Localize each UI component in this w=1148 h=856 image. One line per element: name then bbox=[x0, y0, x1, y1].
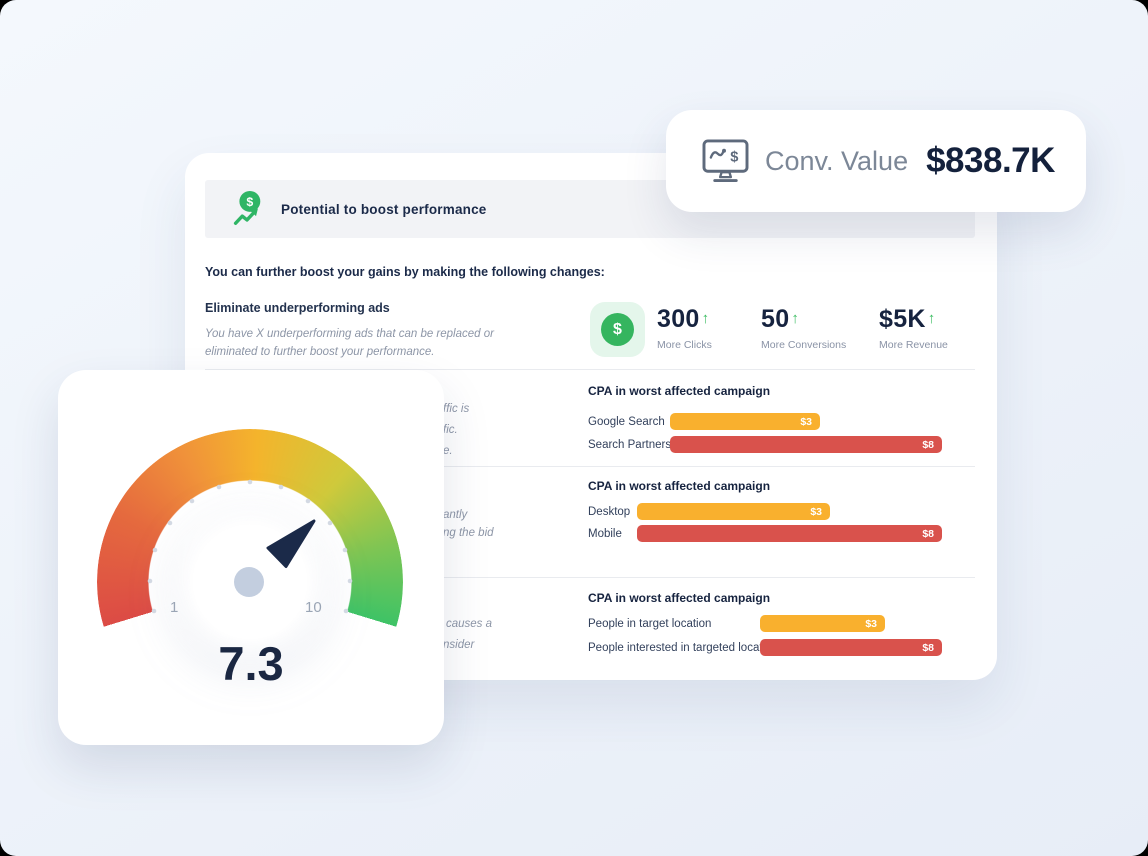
cpa-bar: $3 bbox=[760, 615, 885, 632]
bar-row: People in target location $3 bbox=[588, 615, 980, 632]
occluded-text-fragment: e. bbox=[443, 445, 453, 457]
up-arrow-icon: ↑ bbox=[927, 310, 936, 327]
cpa-bar: $3 bbox=[670, 413, 820, 430]
cpa-section-heading: CPA in worst affected campaign bbox=[588, 479, 771, 493]
bar-value: $8 bbox=[922, 641, 934, 654]
bar-label: Mobile bbox=[588, 527, 622, 540]
cpa-section-search: CPA in worst affected campaign Google Se… bbox=[588, 384, 980, 453]
bar-row: People interested in targeted location $… bbox=[588, 639, 980, 656]
cpa-bar: $8 bbox=[670, 436, 942, 453]
bar-row: Mobile $8 bbox=[588, 525, 980, 542]
dollar-glyph: $ bbox=[730, 149, 738, 165]
occluded-text-fragment: nsider bbox=[443, 639, 475, 651]
cpa-section-heading: CPA in worst affected campaign bbox=[588, 591, 771, 605]
card-title: Potential to boost performance bbox=[281, 201, 487, 217]
section-divider bbox=[205, 466, 975, 467]
bar-value: $8 bbox=[922, 438, 934, 451]
score-gauge-card: 1 10 7.3 bbox=[58, 370, 444, 745]
cpa-section-location: CPA in worst affected campaign People in… bbox=[588, 591, 980, 656]
bar-value: $3 bbox=[810, 505, 822, 518]
bar-label: Google Search bbox=[588, 415, 665, 428]
occluded-text-fragment: antly bbox=[443, 509, 468, 521]
bar-row: Search Partners $8 bbox=[588, 436, 980, 453]
bar-label: People in target location bbox=[588, 617, 712, 630]
intro-text: You can further boost your gains by maki… bbox=[205, 265, 605, 279]
cpa-bar: $8 bbox=[760, 639, 942, 656]
suggestion-description: You have X underperforming ads that can … bbox=[205, 325, 494, 361]
bar-label: Desktop bbox=[588, 505, 631, 518]
gauge-tick-dots bbox=[147, 479, 353, 614]
stat-more-clicks: 300 ↑ More Clicks bbox=[657, 305, 712, 351]
suggestion-description-line2: eliminated to further boost your perform… bbox=[205, 346, 435, 358]
suggestion-title: Eliminate underperforming ads bbox=[205, 301, 390, 315]
gauge-needle bbox=[266, 519, 316, 568]
cpa-bar: $3 bbox=[637, 503, 830, 520]
occluded-text-fragment: ffic is bbox=[443, 403, 470, 415]
cpa-section-device: CPA in worst affected campaign Desktop $… bbox=[588, 479, 980, 542]
bar-value: $3 bbox=[800, 415, 812, 428]
up-arrow-icon: ↑ bbox=[791, 310, 799, 327]
stat-value: 300 bbox=[657, 305, 700, 333]
dollar-icon: $ bbox=[590, 302, 645, 357]
gauge-min-label: 1 bbox=[170, 599, 179, 616]
stat-more-conversions: 50 ↑ More Conversions bbox=[761, 305, 846, 351]
up-arrow-icon: ↑ bbox=[701, 310, 710, 327]
monitor-chart-icon: $ bbox=[702, 139, 749, 183]
stat-label: More Clicks bbox=[657, 339, 712, 351]
conv-value-amount: $838.7K bbox=[926, 141, 1055, 180]
section-divider bbox=[205, 577, 975, 578]
stat-value: $5K bbox=[879, 305, 926, 333]
bar-value: $3 bbox=[865, 617, 877, 630]
gauge-hub-dot bbox=[234, 567, 264, 597]
dollar-growth-icon: $ bbox=[228, 189, 266, 229]
bar-label: Search Partners bbox=[588, 438, 672, 451]
dollar-glyph: $ bbox=[246, 195, 253, 209]
gauge-ticks-needle bbox=[147, 479, 353, 614]
occluded-text-fragment: fic. bbox=[443, 424, 458, 436]
occluded-text-fragment: ng the bid bbox=[443, 527, 494, 539]
bar-row: Google Search $3 bbox=[588, 413, 980, 430]
bar-label: People interested in targeted location bbox=[588, 641, 778, 654]
bar-value: $8 bbox=[922, 527, 934, 540]
stat-more-revenue: $5K ↑ More Revenue bbox=[879, 305, 948, 351]
section-divider bbox=[205, 369, 975, 370]
bar-row: Desktop $3 bbox=[588, 503, 980, 520]
conv-value-label: Conv. Value bbox=[765, 145, 909, 176]
stat-value: 50 bbox=[761, 305, 790, 333]
gauge-max-label: 10 bbox=[305, 599, 322, 616]
cpa-section-heading: CPA in worst affected campaign bbox=[588, 384, 771, 398]
stat-label: More Revenue bbox=[879, 339, 948, 351]
gauge-value: 7.3 bbox=[218, 637, 284, 690]
suggestion-description-line1: You have X underperforming ads that can … bbox=[205, 328, 494, 340]
stat-label: More Conversions bbox=[761, 339, 847, 351]
occluded-text-fragment: causes a bbox=[446, 618, 493, 630]
conversion-value-card: $ Conv. Value $838.7K bbox=[666, 110, 1086, 212]
dollar-coin-icon: $ bbox=[601, 313, 634, 346]
cpa-bar: $8 bbox=[637, 525, 942, 542]
